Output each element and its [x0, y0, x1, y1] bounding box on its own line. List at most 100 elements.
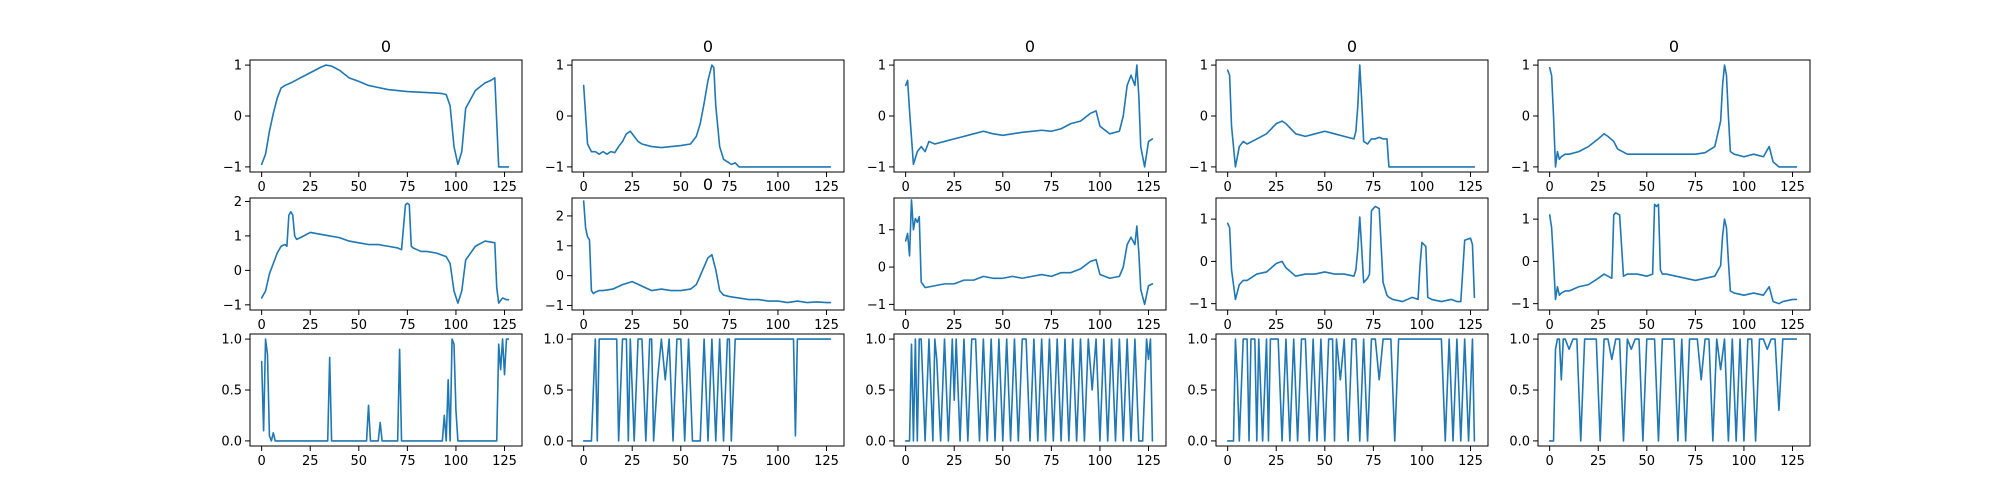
y-tick-label: 1.0	[865, 333, 886, 348]
series-line-1	[582, 64, 832, 168]
plot-frame	[1537, 59, 1811, 173]
y-tick-label: 0.5	[1509, 384, 1530, 399]
subplot-r2-c1: 0 25 50 75 100 125 −1 0 1 2	[223, 195, 523, 333]
plot-frame	[1215, 59, 1489, 173]
x-tick-label: 75	[399, 318, 416, 333]
y-tick-label: −1	[223, 298, 242, 313]
y-tick-label: 0.5	[865, 384, 886, 399]
series-line-1	[904, 64, 1154, 168]
x-tick-label: 125	[1458, 454, 1483, 469]
x-tick-label: 50	[995, 318, 1012, 333]
x-tick-label: 25	[302, 454, 319, 469]
plot-frame	[571, 59, 845, 173]
x-tick-label: 125	[1780, 318, 1805, 333]
subplot-title: 0	[703, 37, 713, 56]
x-tick-label: 25	[1590, 454, 1607, 469]
x-tick-label: 50	[1639, 318, 1656, 333]
y-tick-label: 0.0	[221, 434, 242, 449]
y-tick-label: −1	[867, 298, 886, 313]
x-tick-label: 75	[1365, 180, 1382, 195]
y-tick-label: 1	[556, 59, 564, 74]
x-tick-label: 0	[1224, 318, 1232, 333]
x-tick-label: 75	[721, 180, 738, 195]
subplot-r1-c2: 0 25 50 75 100 125 −1 0 1 0	[545, 37, 845, 195]
y-tick-label: 1	[1522, 213, 1530, 228]
y-tick-label: 1	[878, 59, 886, 74]
y-tick-label: 0	[1200, 255, 1208, 270]
x-tick-label: 125	[1136, 454, 1161, 469]
x-tick-label: 100	[1732, 180, 1757, 195]
y-tick-label: −1	[867, 160, 886, 175]
x-tick-label: 75	[721, 318, 738, 333]
plot-frame	[249, 333, 523, 447]
x-tick-label: 25	[624, 318, 641, 333]
y-tick-label: 0	[556, 269, 564, 284]
x-tick-label: 0	[1224, 454, 1232, 469]
x-tick-label: 75	[1043, 318, 1060, 333]
x-tick-label: 100	[1732, 454, 1757, 469]
x-tick-label: 25	[946, 454, 963, 469]
subplot-title: 0	[1347, 37, 1357, 56]
y-tick-label: 0.5	[543, 384, 564, 399]
x-tick-label: 75	[399, 454, 416, 469]
series-line-1	[1548, 338, 1798, 442]
subplot-r3-c2: 0 25 50 75 100 125 0.0 0.5 1.0	[543, 333, 845, 469]
x-tick-label: 125	[1780, 454, 1805, 469]
x-tick-label: 100	[1410, 454, 1435, 469]
y-tick-label: 1.0	[1187, 333, 1208, 348]
x-tick-label: 50	[995, 180, 1012, 195]
x-tick-label: 0	[902, 180, 910, 195]
x-tick-label: 100	[1088, 318, 1113, 333]
y-tick-label: 0.5	[1187, 384, 1208, 399]
x-tick-label: 0	[258, 454, 266, 469]
x-tick-label: 75	[721, 454, 738, 469]
y-tick-label: −1	[545, 299, 564, 314]
y-tick-label: 0	[878, 110, 886, 125]
y-tick-label: 1	[1200, 213, 1208, 228]
x-tick-label: 100	[1410, 318, 1435, 333]
x-tick-label: 50	[351, 318, 368, 333]
y-tick-label: −1	[1189, 297, 1208, 312]
subplot-title: 0	[703, 175, 713, 194]
y-tick-label: 1	[1522, 59, 1530, 74]
series-line-1	[1226, 64, 1476, 168]
y-tick-label: 0	[556, 110, 564, 125]
x-tick-label: 125	[492, 454, 517, 469]
x-tick-label: 0	[1546, 318, 1554, 333]
series-line-1	[582, 338, 832, 442]
series-line-1	[260, 64, 510, 168]
x-tick-label: 125	[492, 180, 517, 195]
y-tick-label: 2	[234, 195, 242, 210]
x-tick-label: 100	[1410, 180, 1435, 195]
x-tick-label: 25	[624, 454, 641, 469]
y-tick-label: 0	[1522, 255, 1530, 270]
x-tick-label: 25	[302, 180, 319, 195]
series-line-1	[1226, 205, 1476, 303]
x-tick-label: 50	[673, 180, 690, 195]
x-tick-label: 50	[1317, 180, 1334, 195]
x-tick-label: 125	[492, 318, 517, 333]
y-tick-label: −1	[545, 160, 564, 175]
series-line-1	[582, 200, 832, 304]
subplot-r1-c3: 0 25 50 75 100 125 −1 0 1 0	[867, 37, 1167, 195]
x-tick-label: 75	[1043, 180, 1060, 195]
y-tick-label: 0.0	[543, 434, 564, 449]
x-tick-label: 125	[814, 454, 839, 469]
x-tick-label: 100	[444, 318, 469, 333]
y-tick-label: 1	[878, 223, 886, 238]
subplot-r1-c5: 0 25 50 75 100 125 −1 0 1 0	[1511, 37, 1811, 195]
x-tick-label: 100	[1732, 318, 1757, 333]
plot-frame	[893, 197, 1167, 311]
y-tick-label: 0	[234, 264, 242, 279]
x-tick-label: 25	[1590, 318, 1607, 333]
x-tick-label: 100	[1088, 454, 1113, 469]
subplot-r3-c3: 0 25 50 75 100 125 0.0 0.5 1.0	[865, 333, 1167, 469]
subplot-r3-c4: 0 25 50 75 100 125 0.0 0.5 1.0	[1187, 333, 1489, 469]
x-tick-label: 25	[1268, 318, 1285, 333]
x-tick-label: 100	[766, 318, 791, 333]
x-tick-label: 75	[1687, 318, 1704, 333]
subplot-r2-c4: 0 25 50 75 100 125 −1 0 1	[1189, 197, 1489, 333]
x-tick-label: 125	[1780, 180, 1805, 195]
y-tick-label: 0	[878, 261, 886, 276]
x-tick-label: 50	[995, 454, 1012, 469]
